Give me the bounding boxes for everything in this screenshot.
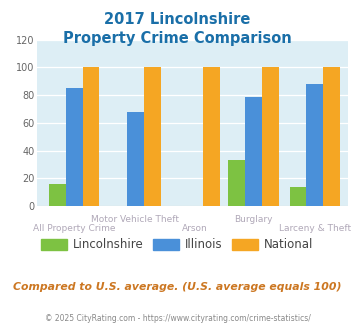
Bar bbox=[82, 67, 99, 206]
Bar bbox=[245, 97, 262, 206]
Text: Arson: Arson bbox=[182, 224, 207, 233]
Legend: Lincolnshire, Illinois, National: Lincolnshire, Illinois, National bbox=[37, 234, 318, 256]
Text: Larceny & Theft: Larceny & Theft bbox=[279, 224, 351, 233]
Text: 2017 Lincolnshire: 2017 Lincolnshire bbox=[104, 12, 251, 26]
Bar bbox=[144, 67, 161, 206]
Text: Burglary: Burglary bbox=[234, 214, 273, 224]
Bar bbox=[49, 184, 66, 206]
Bar bbox=[228, 160, 245, 206]
Bar bbox=[127, 112, 144, 206]
Text: Property Crime Comparison: Property Crime Comparison bbox=[63, 31, 292, 46]
Text: Motor Vehicle Theft: Motor Vehicle Theft bbox=[92, 214, 179, 224]
Bar bbox=[203, 67, 220, 206]
Bar bbox=[262, 67, 279, 206]
Text: All Property Crime: All Property Crime bbox=[33, 224, 115, 233]
Bar bbox=[290, 187, 306, 206]
Bar bbox=[306, 84, 323, 206]
Bar bbox=[323, 67, 340, 206]
Bar bbox=[66, 88, 82, 206]
Text: Compared to U.S. average. (U.S. average equals 100): Compared to U.S. average. (U.S. average … bbox=[13, 282, 342, 292]
Text: © 2025 CityRating.com - https://www.cityrating.com/crime-statistics/: © 2025 CityRating.com - https://www.city… bbox=[45, 314, 310, 323]
